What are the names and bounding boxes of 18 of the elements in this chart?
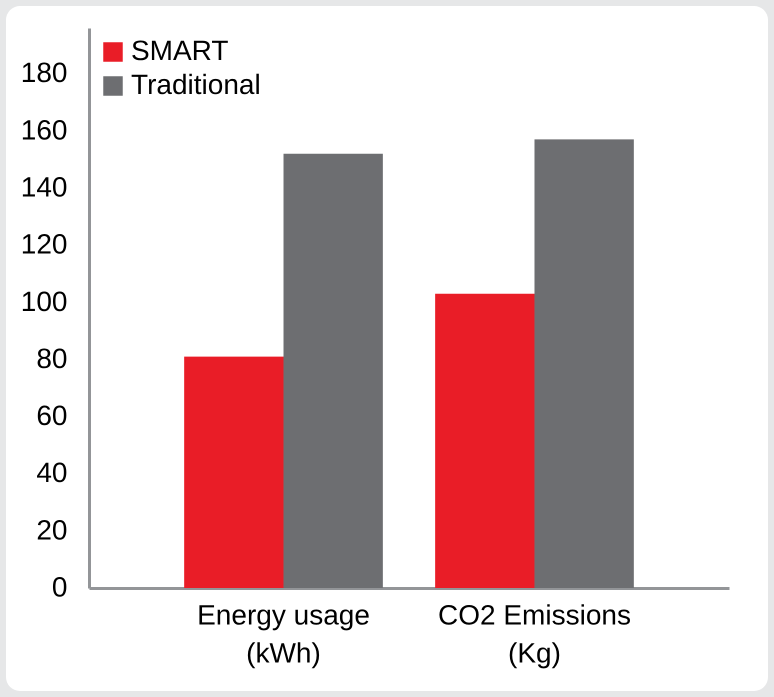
y-tick-label: 20 [36, 514, 68, 546]
y-tick-label: 0 [52, 572, 68, 602]
legend-label: SMART [131, 35, 228, 66]
bar [534, 139, 634, 588]
x-tick-label: Energy usage (kWh) [197, 600, 370, 668]
bar [184, 356, 284, 588]
legend-label: Traditional [131, 69, 261, 100]
y-tick-label: 60 [36, 400, 68, 432]
y-tick-label: 100 [20, 286, 68, 317]
bar [435, 294, 534, 588]
y-tick-label: 80 [36, 342, 68, 374]
y-tick-label: 180 [20, 57, 68, 88]
y-tick-label: 140 [20, 172, 68, 202]
bar [284, 154, 383, 588]
y-tick-label: 160 [20, 114, 68, 146]
y-tick-label: 120 [20, 228, 68, 260]
y-tick-label: 40 [36, 457, 68, 488]
x-tick-label: CO2 Emissions (Kg) [438, 600, 631, 668]
